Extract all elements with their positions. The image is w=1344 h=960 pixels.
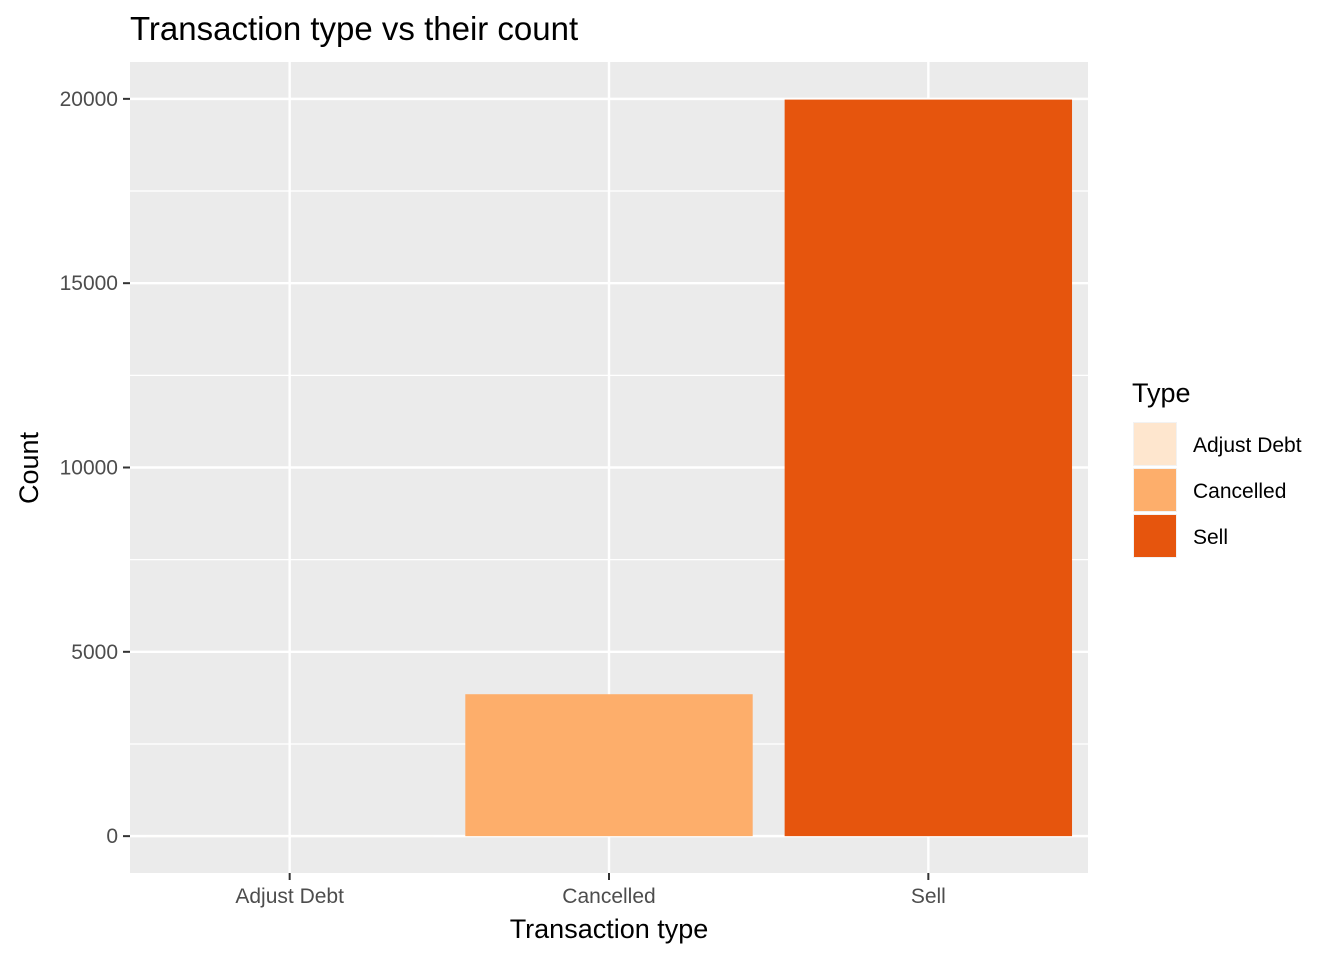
- x-axis-title: Transaction type: [510, 914, 709, 944]
- y-tick-label: 5000: [71, 641, 118, 664]
- legend-label: Cancelled: [1193, 480, 1286, 503]
- chart-title: Transaction type vs their count: [130, 10, 578, 47]
- y-tick-label: 10000: [60, 457, 118, 480]
- legend: Type Adjust Debt Cancelled Sell: [1132, 378, 1302, 558]
- legend-title: Type: [1132, 378, 1191, 408]
- legend-label: Sell: [1193, 526, 1228, 549]
- y-tick-label: 0: [106, 825, 118, 848]
- y-axis: 0 5000 10000 15000 20000: [60, 88, 130, 848]
- y-tick-label: 15000: [60, 272, 118, 295]
- legend-swatch: [1134, 469, 1176, 511]
- x-tick-label: Sell: [911, 885, 946, 908]
- y-tick-label: 20000: [60, 88, 118, 111]
- bars: [145, 99, 1073, 837]
- x-axis: Adjust Debt Cancelled Sell: [235, 873, 946, 908]
- legend-swatch: [1134, 515, 1176, 557]
- x-tick-label: Cancelled: [562, 885, 655, 908]
- x-tick-label: Adjust Debt: [235, 885, 344, 908]
- bar-cancelled: [465, 694, 753, 837]
- y-axis-title: Count: [14, 431, 44, 504]
- legend-swatch: [1134, 423, 1176, 465]
- legend-label: Adjust Debt: [1193, 434, 1302, 457]
- bar-sell: [784, 99, 1073, 837]
